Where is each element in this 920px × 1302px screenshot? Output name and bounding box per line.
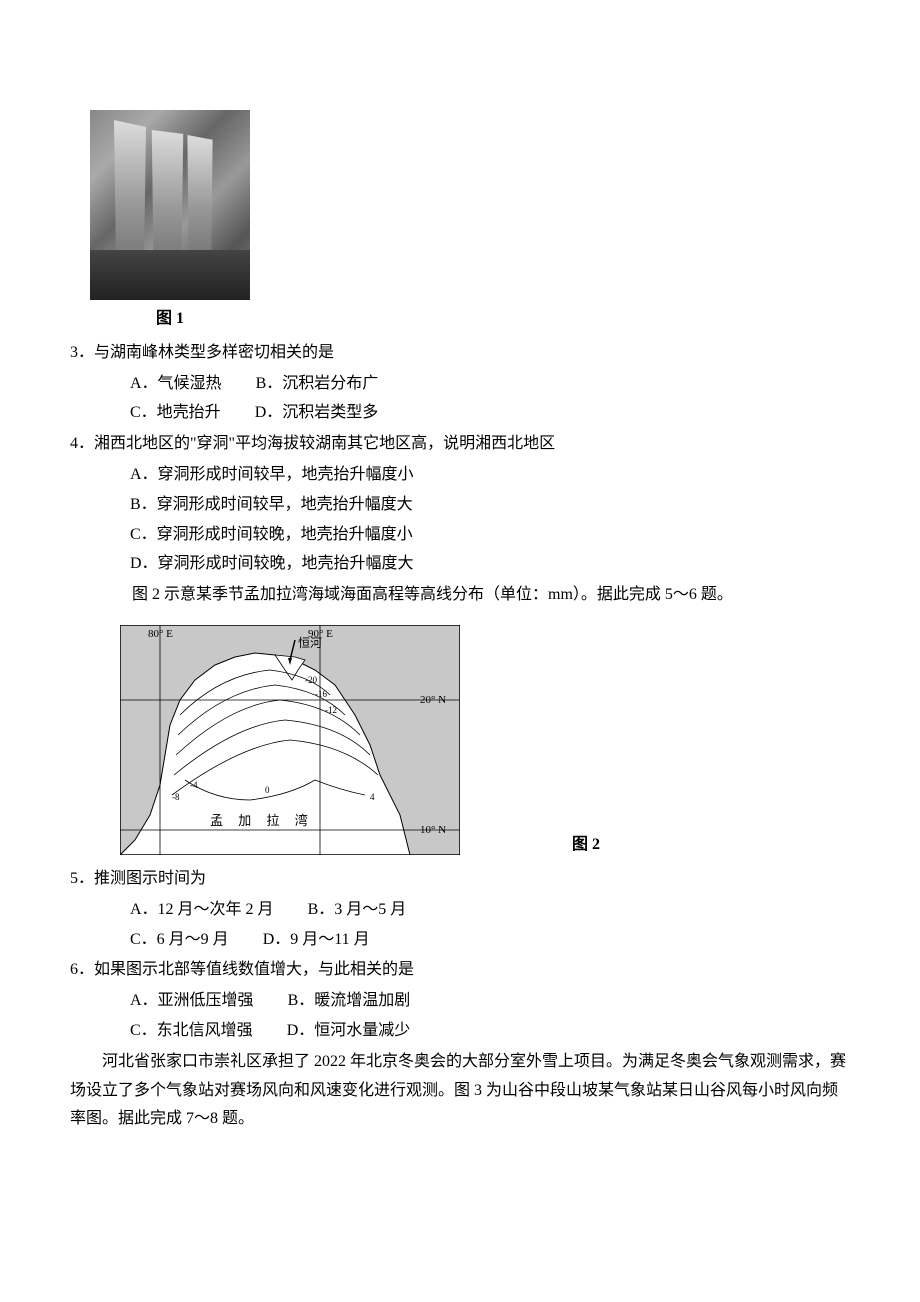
q4-option-c: C．穿洞形成时间较晚，地壳抬升幅度小 <box>130 521 850 550</box>
question-6-stem: 6．如果图示北部等值线数值增大，与此相关的是 <box>70 956 850 985</box>
contour <box>172 740 378 795</box>
q6-option-c: C．东北信风增强 <box>130 1017 253 1046</box>
q5-option-c: C．6 月～9 月 <box>130 926 229 955</box>
figure-1: 图 1 <box>90 110 850 334</box>
q3-option-a: A．气候湿热 <box>130 370 222 399</box>
figure-1-image <box>90 110 250 300</box>
rock-pillar <box>150 130 185 260</box>
rock-pillar <box>110 120 150 260</box>
q6-option-d: D．恒河水量减少 <box>287 1017 411 1046</box>
contour-label: -4 <box>190 780 198 790</box>
contour-label: 0 <box>265 785 270 795</box>
rock-pillar <box>185 135 215 255</box>
contour <box>174 720 370 775</box>
context-q5-6: 图 2 示意某季节孟加拉湾海域海面高程等高线分布（单位：mm）。据此完成 5～6… <box>70 581 850 610</box>
q6-option-a: A．亚洲低压增强 <box>130 987 254 1016</box>
lat-label-10n: 10° N <box>420 824 446 836</box>
contour-0 <box>185 780 365 800</box>
q5-option-b: B．3 月～5 月 <box>308 896 407 925</box>
q6-option-b: B．暖流增温加剧 <box>288 987 411 1016</box>
lon-label-80e: 80° E <box>148 628 173 640</box>
contour-label: -16 <box>315 689 327 699</box>
vegetation-base <box>90 250 250 300</box>
q5-option-a: A．12 月～次年 2 月 <box>130 896 274 925</box>
contour-label: -12 <box>325 705 337 715</box>
question-5-options: A．12 月～次年 2 月 B．3 月～5 月 C．6 月～9 月 D．9 月～… <box>70 896 850 955</box>
context-q7-8: 河北省张家口市崇礼区承担了 2022 年北京冬奥会的大部分室外雪上项目。为满足冬… <box>70 1048 850 1134</box>
contour-label: 4 <box>370 792 375 802</box>
figure-2: 80° E 90° E 20° N 10° N 恒河 孟 加 拉 湾 -20 -… <box>120 625 570 855</box>
figure-2-caption: 图 2 <box>572 831 600 860</box>
sea-label: 孟 加 拉 湾 <box>210 813 314 828</box>
q5-option-d: D．9 月～11 月 <box>263 926 370 955</box>
contour-label: -20 <box>305 675 317 685</box>
question-4-stem: 4．湘西北地区的"穿洞"平均海拔较湖南其它地区高，说明湘西北地区 <box>70 430 850 459</box>
q3-option-c: C．地壳抬升 <box>130 399 221 428</box>
question-3-stem: 3．与湖南峰林类型多样密切相关的是 <box>70 339 850 368</box>
river-label: 恒河 <box>298 636 322 650</box>
q4-option-a: A．穿洞形成时间较早，地壳抬升幅度小 <box>130 461 850 490</box>
question-6-options: A．亚洲低压增强 B．暖流增温加剧 C．东北信风增强 D．恒河水量减少 <box>70 987 850 1046</box>
question-4-options: A．穿洞形成时间较早，地壳抬升幅度小 B．穿洞形成时间较早，地壳抬升幅度大 C．… <box>70 461 850 579</box>
q4-option-b: B．穿洞形成时间较早，地壳抬升幅度大 <box>130 491 850 520</box>
question-3-options: A．气候湿热 B．沉积岩分布广 C．地壳抬升 D．沉积岩类型多 <box>70 370 850 429</box>
lat-label-20n: 20° N <box>420 694 446 706</box>
figure-1-caption: 图 1 <box>90 305 250 334</box>
contour-label: -8 <box>172 792 180 802</box>
q4-option-d: D．穿洞形成时间较晚，地壳抬升幅度大 <box>130 550 850 579</box>
figure-2-map: 80° E 90° E 20° N 10° N 恒河 孟 加 拉 湾 -20 -… <box>120 625 460 855</box>
question-5-stem: 5．推测图示时间为 <box>70 865 850 894</box>
q3-option-b: B．沉积岩分布广 <box>256 370 379 399</box>
q3-option-d: D．沉积岩类型多 <box>255 399 379 428</box>
